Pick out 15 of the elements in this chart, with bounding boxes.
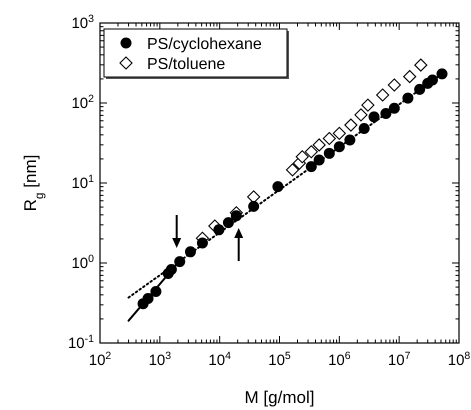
legend-label: PS/cyclohexane bbox=[147, 36, 262, 53]
x-tick-label: 10$^{4}$ bbox=[208, 350, 232, 369]
y-tick-label: 10$^{1}$ bbox=[71, 173, 94, 192]
x-tick-label: 10$^{7}$ bbox=[388, 350, 411, 369]
x-tick-label: 10$^{2}$ bbox=[88, 350, 112, 369]
y-tick-label: 10$^{2}$ bbox=[71, 93, 94, 112]
x-axis-title: M [g/mol] bbox=[244, 388, 314, 407]
x-tick-label: 10$^{3}$ bbox=[148, 350, 172, 369]
x-tick-label: 10$^{8}$ bbox=[448, 350, 470, 369]
x-tick-label: 10$^{5}$ bbox=[268, 350, 291, 369]
y-tick-label: 10$^{3}$ bbox=[71, 13, 94, 32]
y-tick-label: 10$^{-1}$ bbox=[68, 333, 94, 352]
legend-label: PS/toluene bbox=[147, 56, 226, 73]
x-tick-label: 10$^{6}$ bbox=[328, 350, 351, 369]
y-tick-label: 10$^{0}$ bbox=[71, 253, 94, 272]
